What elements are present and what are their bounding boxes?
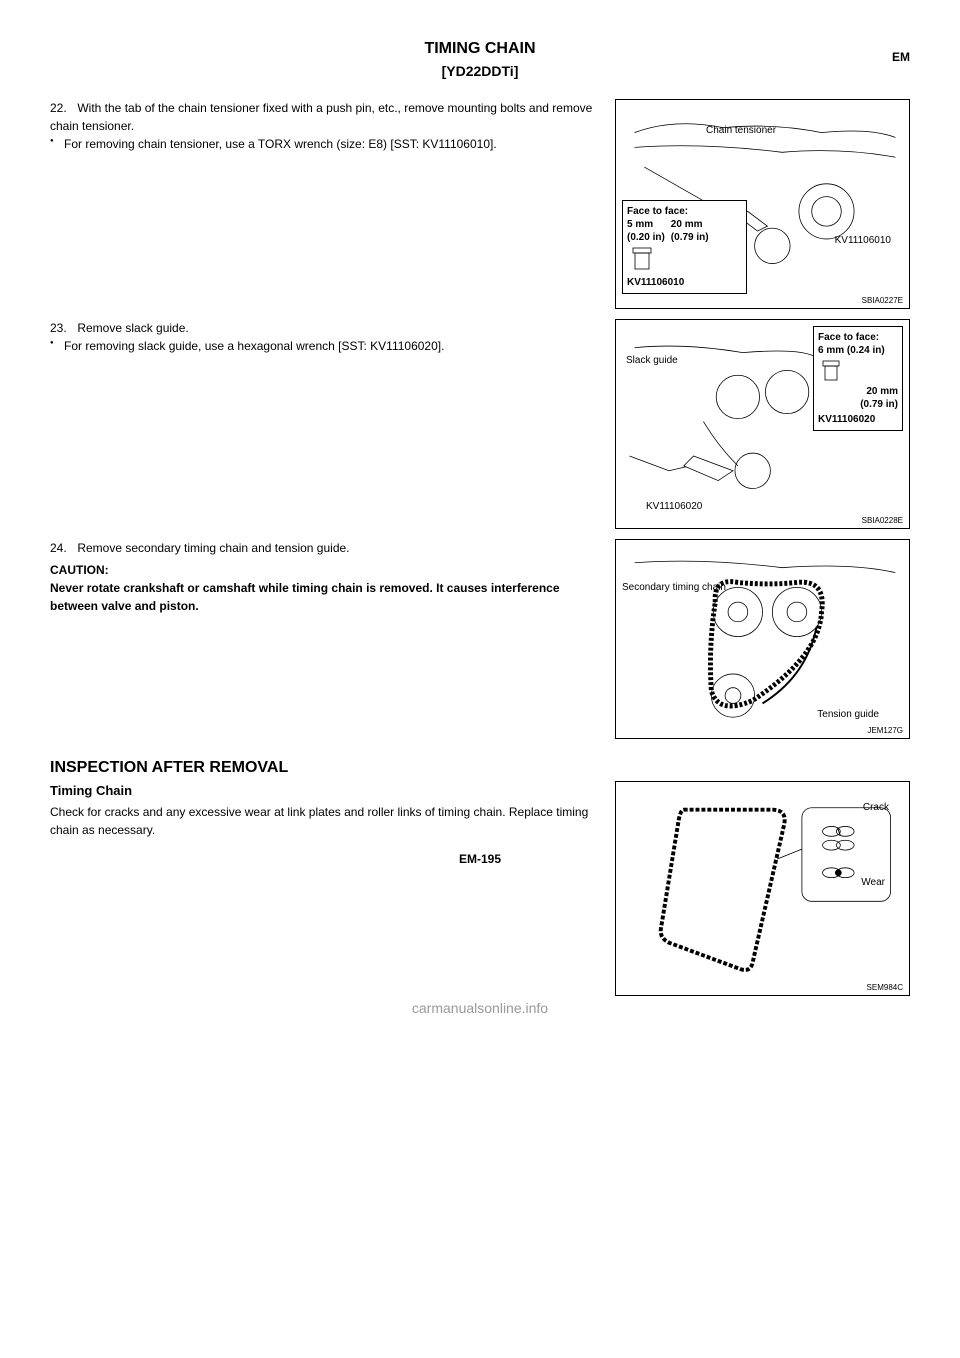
caution-label: CAUTION: (50, 561, 595, 579)
inspection-text: Check for cracks and any excessive wear … (50, 803, 595, 839)
label-chain-tensioner: Chain tensioner (706, 125, 776, 136)
tool-code: KV11106010 (627, 276, 742, 289)
figure-chain-tensioner: Chain tensioner KV11106010 Face to face:… (615, 99, 910, 309)
step-bullet: For removing chain tensioner, use a TORX… (50, 135, 595, 153)
label-crack: Crack (863, 802, 889, 813)
figure-slack-guide: Slack guide KV11106020 Face to face: 6 m… (615, 319, 910, 529)
face-label: Face to face: (818, 331, 898, 344)
label-tool-right: KV11106010 (835, 235, 891, 246)
inspection-header: INSPECTION AFTER REMOVAL (50, 759, 910, 777)
label-wear: Wear (861, 877, 885, 888)
dim2-in: (0.79 in) (671, 231, 709, 244)
face-label: Face to face: (627, 205, 742, 218)
step-text: Remove secondary timing chain and tensio… (77, 541, 349, 555)
figure-ref: SBIA0228E (862, 516, 903, 525)
label-tension-guide: Tension guide (817, 709, 879, 720)
figure-inspection: Crack Wear SEM984C (615, 781, 910, 996)
step-number: 22. (50, 99, 74, 117)
dim1-in: (0.20 in) (627, 231, 665, 244)
caution-text: Never rotate crankshaft or camshaft whil… (50, 579, 595, 615)
dim2: 20 mm (671, 218, 709, 231)
figure-ref: SBIA0227E (862, 296, 903, 305)
page-subtitle: [YD22DDTi] (50, 63, 910, 79)
dim1: 5 mm (627, 218, 665, 231)
figure-secondary-chain: Secondary timing chain Tension guide JEM… (615, 539, 910, 739)
figure-ref: SEM984C (867, 983, 903, 992)
page-title: TIMING CHAIN (50, 40, 910, 58)
step-text: With the tab of the chain tensioner fixe… (50, 101, 592, 133)
step-text: Remove slack guide. (77, 321, 188, 335)
step-number: 23. (50, 319, 74, 337)
dim1: 6 mm (0.24 in) (818, 344, 898, 357)
tool-code: KV11106020 (818, 413, 898, 426)
footer-text: carmanualsonline.info (0, 1000, 960, 1016)
step-bullet: For removing slack guide, use a hexagona… (50, 337, 595, 355)
step-number: 24. (50, 539, 74, 557)
figure-ref: JEM127G (867, 726, 903, 735)
label-secondary: Secondary timing chain (622, 582, 726, 593)
label-slack-guide: Slack guide (626, 355, 678, 366)
label-tool-left: KV11106020 (646, 501, 702, 512)
section-code: EM (892, 50, 910, 64)
dim2: 20 mm (818, 385, 898, 398)
dim2-in: (0.79 in) (818, 398, 898, 411)
page-number: EM-195 (459, 852, 501, 866)
inspection-subheader: Timing Chain (50, 781, 595, 801)
